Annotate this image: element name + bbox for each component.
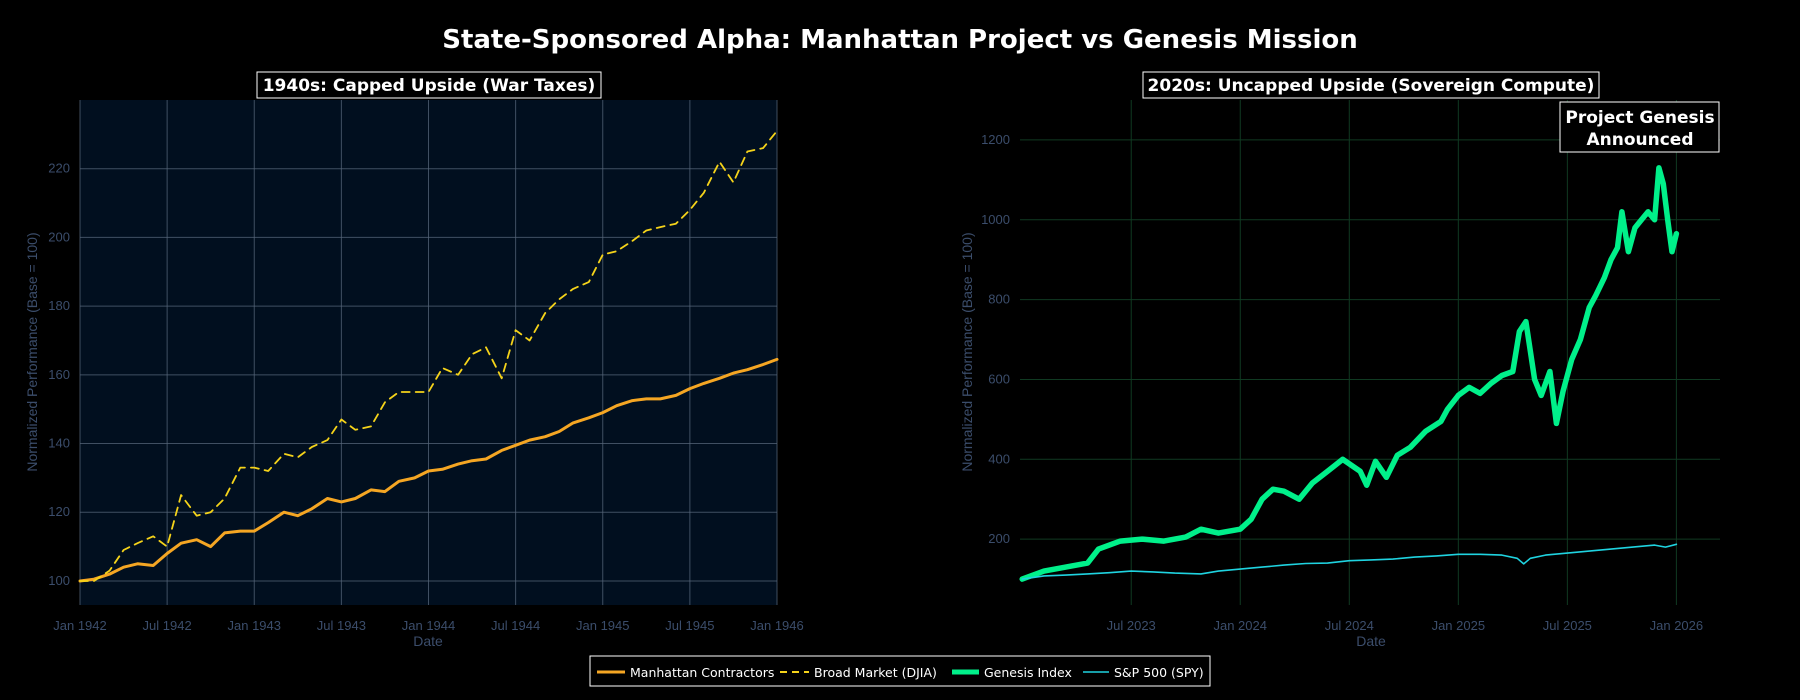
left-gridlines (79, 100, 778, 605)
left-y-tick-100: 100 (48, 573, 70, 588)
annotation-line-1: Project Genesis (1565, 108, 1714, 128)
right-panel: 200 400 600 800 1000 1200 Jul 2023 Jan 2024 Jul … (959, 71, 1720, 649)
left-x-tick-8: Jan 1946 (750, 618, 804, 633)
right-y-axis-title: Normalized Performance (Base = 100) (959, 232, 975, 471)
manhattan-line (78, 357, 779, 583)
main-title: State-Sponsored Alpha: Manhattan Project… (442, 25, 1358, 55)
annotation-line-2: Announced (1586, 130, 1693, 150)
right-series (1019, 165, 1680, 582)
right-gridlines (1020, 100, 1720, 605)
legend-label-genesis[interactable]: Genesis Index (984, 665, 1072, 680)
legend-box (589, 655, 1211, 687)
legend-label-djia[interactable]: Broad Market (DJIA) (814, 665, 937, 680)
legend-label-spy[interactable]: S&P 500 (SPY) (1114, 665, 1204, 680)
left-panel: 100 120 140 160 180 200 220 Jan 1942 Jul 1942 Jan… (24, 71, 804, 649)
left-y-tick-140: 140 (48, 436, 70, 451)
left-x-tick-7: Jul 1945 (665, 618, 714, 633)
right-y-tick-200: 200 (988, 531, 1010, 546)
left-x-tick-0: Jan 1942 (53, 618, 107, 633)
right-x-tick-1: Jan 2024 (1213, 618, 1267, 633)
left-y-tick-180: 180 (48, 298, 70, 313)
left-series (78, 130, 779, 583)
legend-label-manhattan[interactable]: Manhattan Contractors (630, 665, 774, 680)
right-chart-title: 2020s: Uncapped Upside (Sovereign Comput… (1148, 76, 1595, 96)
left-tick-labels: 100 120 140 160 180 200 220 Jan 1942 Jul 1942 Jan… (48, 161, 803, 633)
left-y-tick-200: 200 (48, 229, 70, 244)
left-x-axis-title: Date (413, 633, 443, 649)
annotation-box (1559, 101, 1720, 153)
spy-line (1021, 543, 1678, 580)
right-y-tick-400: 400 (988, 451, 1010, 466)
genesis-line (1019, 165, 1680, 582)
right-x-axis-title: Date (1356, 633, 1386, 649)
right-x-tick-0: Jul 2023 (1107, 618, 1156, 633)
left-y-tick-160: 160 (48, 367, 70, 382)
legend: Manhattan Contractors Broad Market (DJIA… (589, 655, 1211, 687)
left-x-tick-1: Jul 1942 (143, 618, 192, 633)
right-y-tick-1200: 1200 (981, 132, 1010, 147)
right-title-box (1142, 71, 1600, 99)
left-x-tick-2: Jan 1943 (228, 618, 282, 633)
right-x-tick-3: Jan 2025 (1432, 618, 1486, 633)
left-y-tick-120: 120 (48, 504, 70, 519)
left-x-tick-4: Jan 1944 (402, 618, 456, 633)
left-y-axis-title: Normalized Performance (Base = 100) (24, 232, 40, 471)
right-tick-labels: 200 400 600 800 1000 1200 Jul 2023 Jan 2024 Jul … (981, 132, 1703, 633)
djia-line (79, 130, 778, 582)
left-x-tick-6: Jan 1945 (576, 618, 630, 633)
right-y-tick-600: 600 (988, 371, 1010, 386)
right-y-tick-800: 800 (988, 292, 1010, 307)
right-x-tick-5: Jan 2026 (1650, 618, 1704, 633)
right-x-tick-4: Jul 2025 (1543, 618, 1592, 633)
right-x-tick-2: Jul 2024 (1325, 618, 1374, 633)
left-y-tick-220: 220 (48, 161, 70, 176)
left-x-tick-3: Jul 1943 (317, 618, 366, 633)
left-title-box (256, 71, 602, 99)
right-y-tick-1000: 1000 (981, 212, 1010, 227)
left-chart-title: 1940s: Capped Upside (War Taxes) (263, 76, 596, 96)
left-x-tick-5: Jul 1944 (491, 618, 540, 633)
